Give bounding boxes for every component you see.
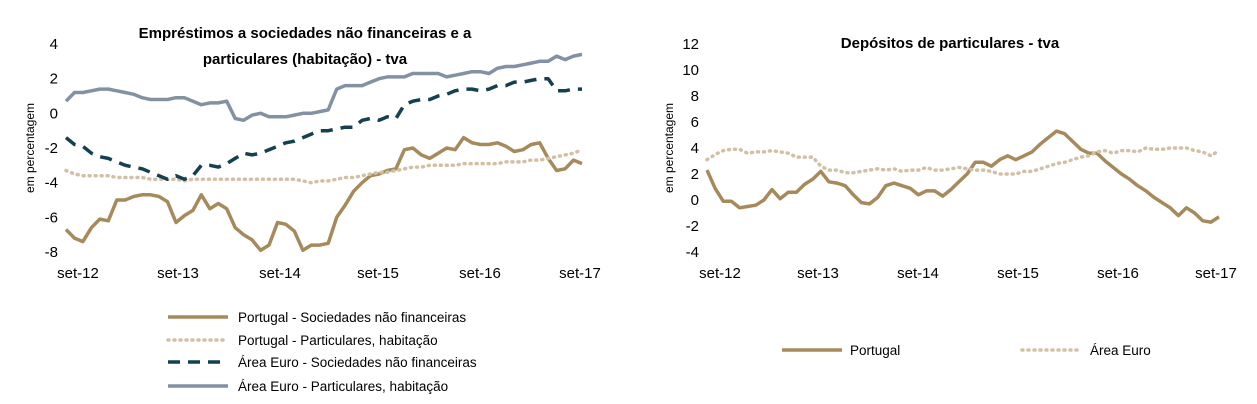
y-tick-label: -8: [45, 244, 58, 261]
y-axis-label: em percentagem: [662, 103, 676, 193]
y-tick-label: 4: [50, 36, 58, 53]
legend: Portugal - Sociedades não financeiras Por…: [166, 310, 477, 394]
y-tick-label: 12: [682, 36, 699, 53]
x-tick-label: set-15: [997, 265, 1039, 282]
chart-1: Empréstimos a sociedades não financeiras…: [23, 25, 601, 394]
legend-label: Área Euro - Sociedades não financeiras: [238, 355, 477, 370]
y-tick-label: -2: [686, 218, 699, 235]
x-tick-label: set-17: [1195, 265, 1237, 282]
x-tick-label: set-14: [259, 265, 301, 282]
x-tick-label: set-14: [897, 265, 939, 282]
series-line-1: [64, 135, 583, 253]
legend-label: Área Euro - Particulares, habitação: [238, 379, 448, 394]
chart-title-line: Empréstimos a sociedades não financeiras…: [139, 25, 472, 42]
y-tick-label: -2: [45, 140, 58, 157]
series-line-3: [64, 76, 582, 181]
chart-2: Depósitos de particulares - tva em percen…: [662, 35, 1237, 358]
x-tick-label: set-12: [699, 265, 741, 282]
chart-title-line: Depósitos de particulares - tva: [841, 35, 1060, 52]
y-tick-label: 6: [691, 114, 699, 131]
x-tick-label: set-13: [157, 265, 199, 282]
legend-label: Portugal - Particulares, habitação: [238, 333, 438, 348]
legend-label: Área Euro: [1090, 343, 1151, 358]
y-tick-label: 2: [691, 166, 699, 183]
y-tick-label: -6: [45, 209, 58, 226]
y-tick-label: 8: [691, 88, 699, 105]
x-tick-label: set-15: [357, 265, 399, 282]
x-tick-label: set-12: [57, 265, 99, 282]
y-tick-label: 0: [50, 105, 58, 122]
series-line-1: [705, 129, 1220, 224]
x-tick-label: set-16: [459, 265, 501, 282]
legend: Portugal Área Euro: [782, 343, 1151, 358]
x-tick-label: set-16: [1097, 265, 1139, 282]
x-tick-label: set-13: [797, 265, 839, 282]
chart-title-line: particulares (habitação) - tva: [203, 51, 408, 68]
series-line-2: [705, 146, 1221, 176]
legend-label: Portugal: [850, 343, 900, 358]
x-tick-label: set-17: [559, 265, 601, 282]
y-tick-label: 2: [50, 71, 58, 88]
y-axis-label: em percentagem: [23, 103, 37, 193]
y-tick-label: -4: [45, 175, 58, 192]
y-tick-label: 0: [691, 192, 699, 209]
series-line-2: [64, 147, 584, 185]
y-tick-label: 4: [691, 140, 699, 157]
y-tick-label: -4: [686, 244, 699, 261]
series-line-4: [64, 52, 583, 123]
legend-label: Portugal - Sociedades não financeiras: [238, 310, 466, 325]
y-tick-label: 10: [682, 62, 699, 79]
